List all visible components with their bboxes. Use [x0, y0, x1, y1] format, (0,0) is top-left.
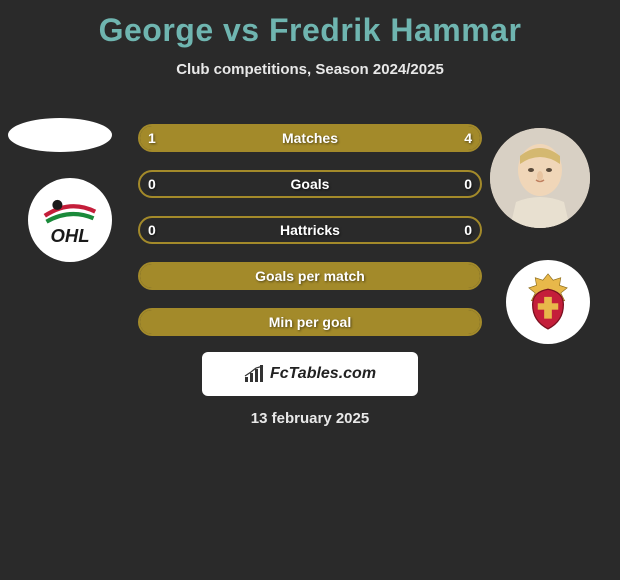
- stat-value-right: 4: [464, 126, 472, 150]
- svg-text:OHL: OHL: [51, 225, 90, 246]
- club-left-badge: OHL: [28, 178, 112, 262]
- chart-icon: [244, 365, 266, 383]
- stat-label: Goals: [140, 172, 480, 196]
- stat-row-hattricks: 0 Hattricks 0: [138, 216, 482, 244]
- stat-row-goals-per-match: Goals per match: [138, 262, 482, 290]
- stat-row-goals: 0 Goals 0: [138, 170, 482, 198]
- stat-row-matches: 1 Matches 4: [138, 124, 482, 152]
- club-right-badge: [506, 260, 590, 344]
- player-right-avatar: [490, 128, 590, 228]
- stat-label: Hattricks: [140, 218, 480, 242]
- page-title: George vs Fredrik Hammar: [0, 0, 620, 49]
- stats-bars: 1 Matches 4 0 Goals 0 0 Hattricks 0 Goal…: [138, 124, 482, 354]
- player-left-avatar: [8, 118, 112, 152]
- page-subtitle: Club competitions, Season 2024/2025: [0, 61, 620, 78]
- stat-label: Min per goal: [140, 310, 480, 334]
- date-text: 13 february 2025: [0, 410, 620, 427]
- stat-row-min-per-goal: Min per goal: [138, 308, 482, 336]
- stat-value-right: 0: [464, 218, 472, 242]
- watermark-text: FcTables.com: [270, 365, 376, 383]
- stat-label: Goals per match: [140, 264, 480, 288]
- watermark-badge: FcTables.com: [202, 352, 418, 396]
- stat-value-right: 0: [464, 172, 472, 196]
- stat-label: Matches: [140, 126, 480, 150]
